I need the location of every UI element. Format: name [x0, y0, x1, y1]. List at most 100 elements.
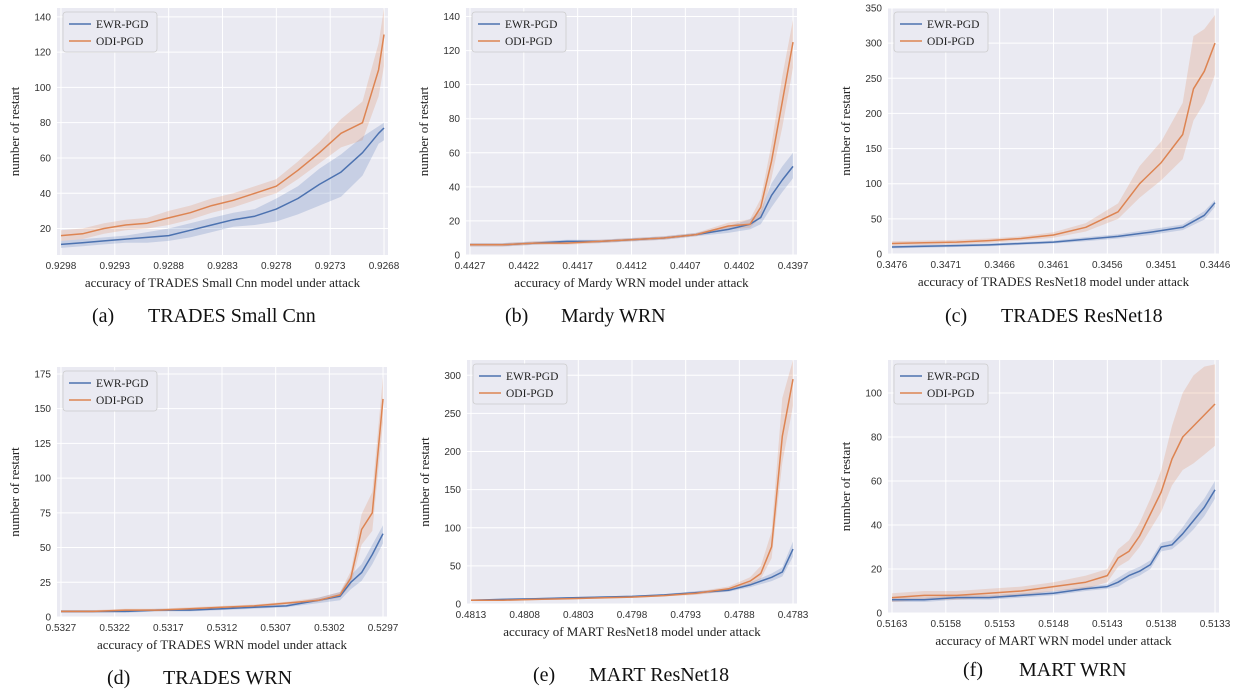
legend-box — [893, 363, 989, 405]
y-tick-label: 40 — [40, 189, 52, 200]
legend-box — [893, 11, 989, 53]
legend-entry: EWR-PGD — [506, 371, 558, 383]
y-tick-label: 140 — [34, 12, 51, 23]
y-tick-label: 80 — [449, 114, 461, 125]
y-tick-label: 0 — [876, 609, 882, 620]
y-tick-label: 75 — [40, 508, 52, 519]
caption-letter: (f) — [963, 659, 983, 681]
y-tick-label: 100 — [865, 389, 882, 400]
x-tick-label: 0.5307 — [260, 623, 291, 634]
legend-box — [62, 370, 158, 412]
x-tick-label: 0.4793 — [670, 610, 701, 621]
x-tick-label: 0.5138 — [1146, 619, 1177, 630]
x-tick-label: 0.9283 — [207, 261, 238, 272]
x-tick-label: 0.4397 — [778, 261, 809, 272]
series-line-odi-pgd — [471, 378, 794, 601]
series-band-ewr-pgd — [892, 199, 1215, 249]
y-tick-label: 100 — [443, 80, 460, 91]
x-tick-label: 0.3476 — [877, 260, 908, 271]
caption-title: MART ResNet18 — [589, 664, 729, 686]
legend-entry: ODI-PGD — [927, 36, 974, 48]
x-tick-label: 0.3446 — [1200, 260, 1231, 271]
legend-entry: EWR-PGD — [927, 371, 979, 383]
series-line-ewr-pgd — [60, 127, 385, 246]
x-tick-label: 0.5153 — [984, 619, 1015, 630]
x-axis-label: accuracy of TRADES ResNet18 model under … — [918, 274, 1190, 289]
legend-box — [471, 11, 567, 53]
y-tick-label: 150 — [34, 404, 51, 415]
x-axis-label: accuracy of Mardy WRN model under attack — [514, 275, 749, 290]
y-tick-label: 250 — [865, 74, 882, 85]
y-tick-label: 250 — [444, 409, 461, 420]
legend-entry: ODI-PGD — [927, 388, 974, 400]
y-axis-label: number of restart — [7, 86, 22, 176]
y-tick-label: 350 — [865, 4, 882, 15]
x-tick-label: 0.5148 — [1038, 619, 1069, 630]
y-tick-label: 100 — [444, 523, 461, 534]
caption-letter: (d) — [107, 667, 130, 689]
caption-title: TRADES ResNet18 — [1001, 305, 1163, 327]
x-tick-label: 0.5158 — [931, 619, 962, 630]
y-tick-label: 60 — [871, 477, 883, 488]
series-line-odi-pgd — [60, 34, 385, 237]
legend-box — [472, 363, 568, 405]
y-tick-label: 80 — [871, 433, 883, 444]
x-tick-label: 0.5133 — [1200, 619, 1231, 630]
y-tick-label: 0 — [454, 251, 460, 262]
y-tick-label: 175 — [34, 369, 51, 380]
x-tick-label: 0.9268 — [369, 261, 400, 272]
legend-entry: ODI-PGD — [96, 36, 143, 48]
y-tick-label: 80 — [40, 118, 52, 129]
x-tick-label: 0.3461 — [1038, 260, 1069, 271]
y-tick-label: 0 — [45, 613, 51, 624]
y-tick-label: 120 — [34, 48, 51, 59]
series-line-odi-pgd — [61, 398, 384, 613]
y-tick-label: 40 — [871, 521, 883, 532]
y-tick-label: 100 — [34, 474, 51, 485]
series-line-odi-pgd — [470, 41, 794, 246]
x-tick-label: 0.5143 — [1092, 619, 1123, 630]
x-tick-label: 0.5312 — [207, 623, 238, 634]
x-tick-label: 0.4808 — [509, 610, 540, 621]
x-axis-label: accuracy of TRADES WRN model under attac… — [97, 637, 348, 652]
legend-entry: ODI-PGD — [506, 388, 553, 400]
legend-entry: ODI-PGD — [505, 36, 552, 48]
chart-panel-2: 0.4427 0.4422 0.4417 0.4412 0.4407 0.4402 0.43… — [416, 8, 809, 327]
y-tick-label: 20 — [40, 224, 52, 235]
chart-panel-1: 0.9298 0.9293 0.9288 0.9283 0.9278 0.9273 0.92… — [7, 8, 400, 327]
legend-entry: EWR-PGD — [505, 19, 557, 31]
y-axis-label: number of restart — [7, 447, 22, 537]
x-tick-label: 0.4788 — [724, 610, 755, 621]
chart-panel-6: 0.5163 0.5158 0.5153 0.5148 0.5143 0.5138 0.51… — [838, 360, 1231, 681]
x-tick-label: 0.4813 — [456, 610, 487, 621]
series-line-odi-pgd — [891, 403, 1216, 599]
y-tick-label: 20 — [449, 216, 461, 227]
y-tick-label: 50 — [871, 214, 883, 225]
y-axis-label: number of restart — [416, 86, 431, 176]
x-tick-label: 0.9298 — [46, 261, 77, 272]
y-tick-label: 25 — [40, 578, 52, 589]
x-tick-label: 0.3456 — [1092, 260, 1123, 271]
y-tick-label: 120 — [443, 46, 460, 57]
x-tick-label: 0.5322 — [99, 623, 130, 634]
caption-title: Mardy WRN — [561, 305, 666, 327]
x-tick-label: 0.4407 — [670, 261, 701, 272]
y-tick-label: 40 — [449, 182, 461, 193]
y-tick-label: 140 — [443, 12, 460, 23]
x-tick-label: 0.9288 — [153, 261, 184, 272]
x-tick-label: 0.5302 — [314, 623, 345, 634]
x-axis-label: accuracy of TRADES Small Cnn model under… — [85, 275, 361, 290]
series-line-ewr-pgd — [61, 533, 384, 613]
series-line-ewr-pgd — [892, 489, 1216, 601]
x-tick-label: 0.5163 — [877, 619, 908, 630]
caption-letter: (e) — [533, 664, 555, 686]
x-tick-label: 0.4783 — [778, 610, 809, 621]
series-band-ewr-pgd — [892, 481, 1215, 602]
series-line-ewr-pgd — [891, 202, 1216, 248]
legend-entry: EWR-PGD — [96, 19, 148, 31]
x-axis-label: accuracy of MART WRN model under attack — [935, 633, 1172, 648]
series-band-odi-pgd — [892, 15, 1215, 246]
y-tick-label: 300 — [865, 39, 882, 50]
y-tick-label: 50 — [450, 561, 462, 572]
y-tick-label: 125 — [34, 439, 51, 450]
